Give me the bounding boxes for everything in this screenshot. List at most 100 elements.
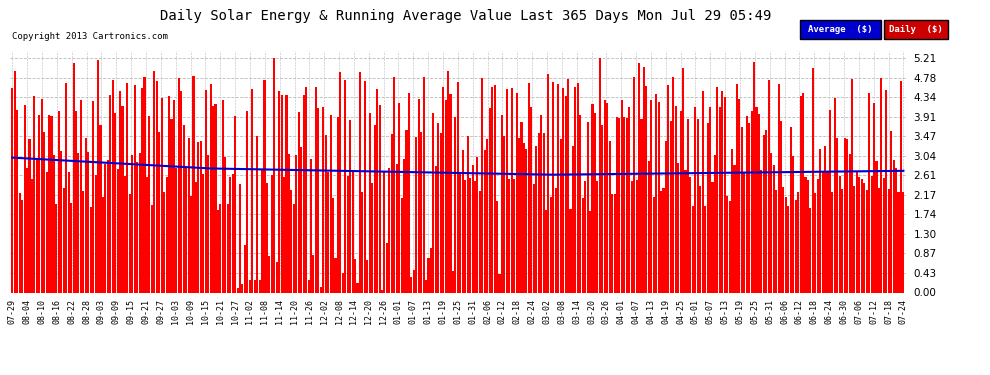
Bar: [87, 152, 89, 292]
Bar: [471, 165, 473, 292]
Bar: [273, 58, 275, 292]
Bar: [278, 91, 280, 292]
Bar: [420, 132, 422, 292]
Bar: [684, 170, 687, 292]
Bar: [611, 194, 613, 292]
Bar: [99, 124, 102, 292]
Bar: [755, 108, 757, 292]
Bar: [829, 110, 831, 292]
Bar: [662, 188, 664, 292]
Bar: [785, 197, 787, 292]
Bar: [378, 105, 380, 292]
Bar: [726, 196, 729, 292]
Bar: [283, 177, 285, 292]
Bar: [220, 204, 222, 292]
Bar: [165, 177, 167, 292]
Bar: [650, 100, 652, 292]
Bar: [346, 176, 348, 292]
Bar: [777, 84, 779, 292]
Text: Copyright 2013 Cartronics.com: Copyright 2013 Cartronics.com: [12, 32, 167, 41]
Bar: [526, 149, 528, 292]
Bar: [521, 122, 523, 292]
Bar: [122, 106, 124, 292]
Bar: [46, 172, 48, 292]
Bar: [792, 156, 794, 292]
Text: Average  ($): Average ($): [808, 25, 873, 34]
Bar: [875, 161, 877, 292]
Bar: [368, 113, 371, 292]
Bar: [322, 107, 325, 292]
Bar: [758, 114, 760, 292]
Bar: [579, 115, 581, 292]
Bar: [293, 204, 295, 292]
Bar: [589, 211, 591, 292]
Bar: [780, 121, 782, 292]
Bar: [330, 114, 332, 292]
Bar: [606, 103, 608, 292]
Bar: [739, 99, 741, 292]
Bar: [418, 99, 420, 292]
Bar: [170, 119, 172, 292]
Bar: [689, 177, 691, 292]
Text: Daily  ($): Daily ($): [889, 25, 943, 34]
Bar: [890, 130, 892, 292]
Bar: [652, 197, 654, 292]
Bar: [880, 78, 882, 292]
Bar: [325, 135, 327, 292]
Bar: [750, 111, 752, 292]
Bar: [391, 134, 393, 292]
Bar: [832, 192, 834, 292]
Bar: [62, 188, 64, 292]
Bar: [855, 171, 858, 292]
Bar: [77, 153, 79, 292]
Bar: [72, 63, 74, 292]
Bar: [393, 77, 395, 292]
Bar: [229, 177, 232, 292]
Bar: [75, 111, 77, 292]
Bar: [596, 181, 598, 292]
Bar: [888, 189, 890, 292]
Bar: [848, 154, 850, 292]
Bar: [842, 189, 843, 292]
Bar: [425, 280, 427, 292]
Bar: [80, 100, 82, 292]
Bar: [878, 188, 880, 292]
Bar: [114, 113, 116, 292]
Bar: [795, 200, 797, 292]
Bar: [503, 136, 506, 292]
Bar: [775, 190, 777, 292]
Bar: [129, 194, 131, 292]
Bar: [67, 172, 69, 292]
Bar: [772, 165, 775, 292]
Bar: [898, 192, 900, 292]
Bar: [65, 83, 67, 292]
Bar: [112, 80, 114, 292]
Bar: [197, 142, 199, 292]
Bar: [327, 172, 329, 292]
Bar: [599, 58, 601, 292]
Bar: [837, 138, 839, 292]
Bar: [70, 202, 72, 292]
Bar: [498, 274, 501, 292]
Bar: [677, 164, 679, 292]
Bar: [601, 125, 603, 292]
Bar: [694, 106, 696, 292]
Bar: [594, 113, 596, 292]
Bar: [802, 93, 804, 292]
Bar: [303, 95, 305, 292]
Bar: [533, 184, 535, 292]
Bar: [787, 206, 789, 292]
Bar: [647, 160, 649, 292]
Bar: [536, 146, 538, 292]
Bar: [300, 147, 302, 292]
Bar: [582, 198, 584, 292]
Bar: [82, 191, 84, 292]
Bar: [447, 71, 449, 292]
Bar: [819, 149, 822, 292]
Bar: [697, 119, 699, 292]
Bar: [531, 107, 533, 292]
Bar: [790, 128, 792, 292]
Bar: [440, 133, 442, 292]
Bar: [461, 150, 463, 292]
Bar: [268, 256, 270, 292]
